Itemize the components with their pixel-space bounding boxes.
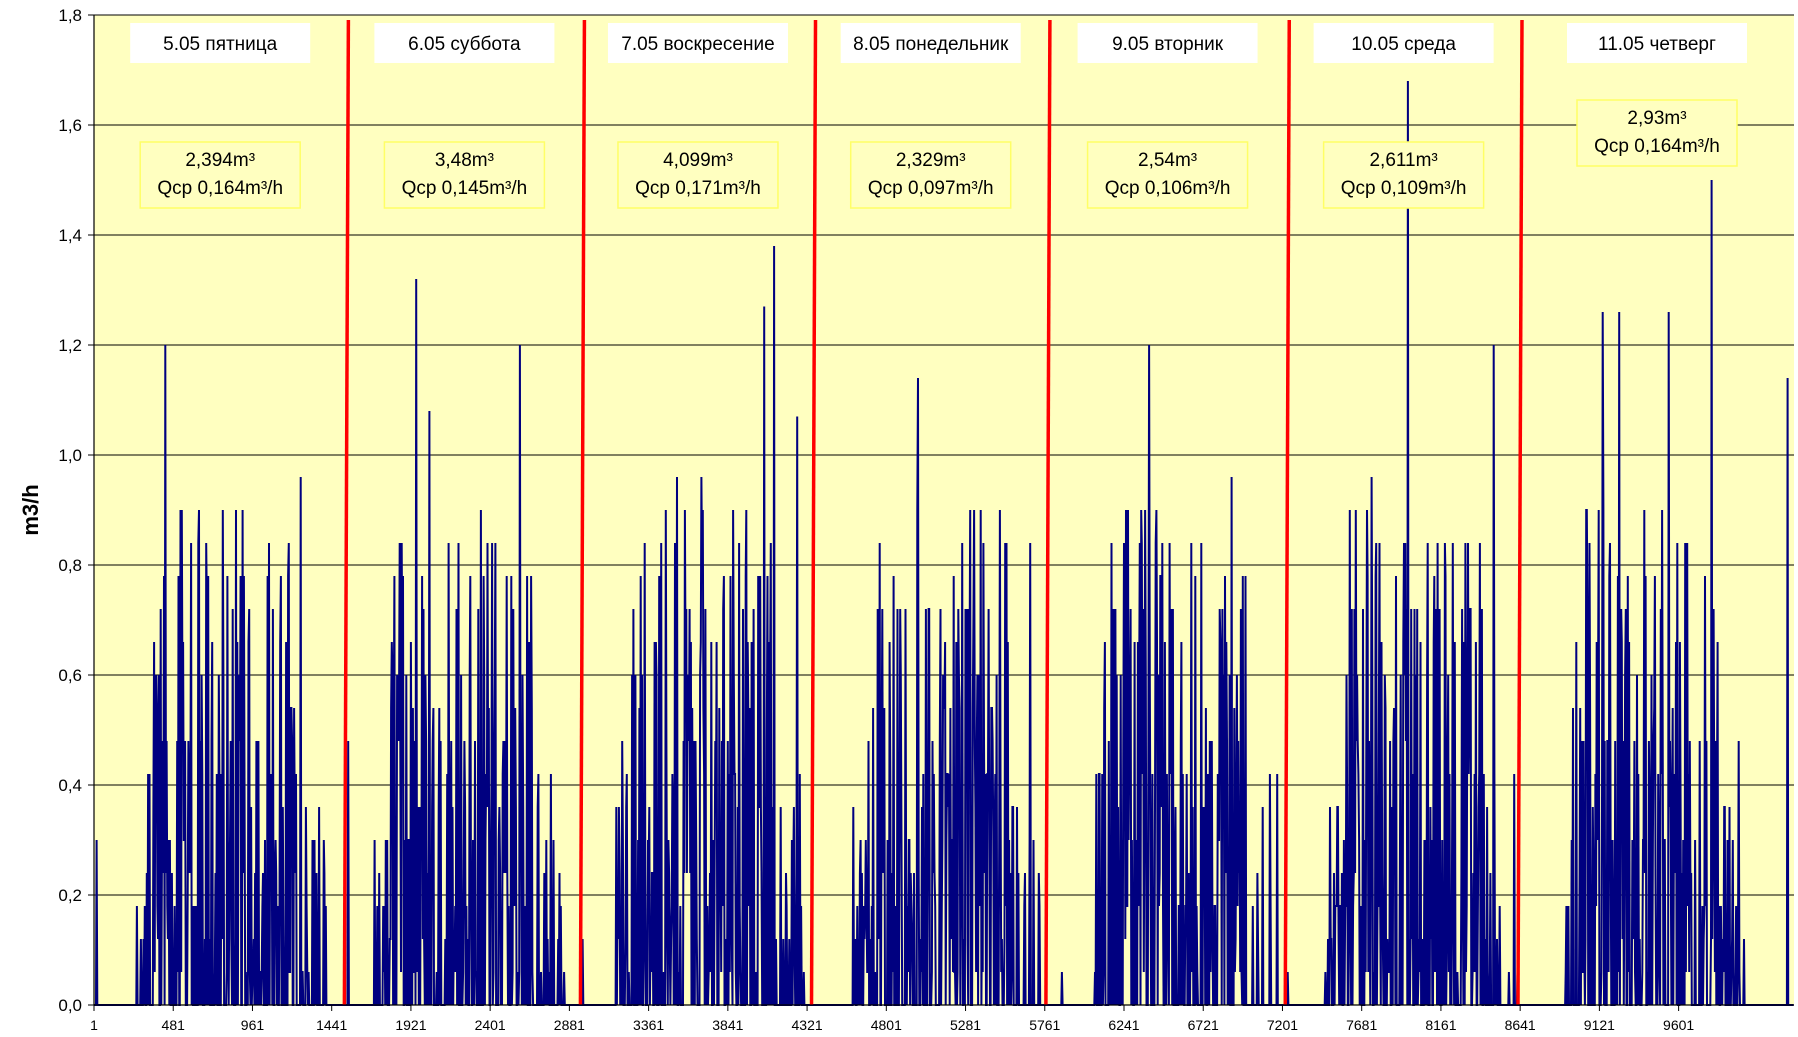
y-tick-label: 1,8 — [58, 6, 82, 25]
y-tick-label: 0,4 — [58, 776, 82, 795]
annotation-box — [1086, 141, 1249, 209]
day-label: 10.05 среда — [1351, 34, 1456, 55]
day-label-box — [840, 23, 1021, 63]
day-divider-line — [1516, 19, 1524, 1006]
axes — [93, 14, 1794, 1006]
day-label: 9.05 вторник — [1112, 34, 1224, 55]
day-label-box — [1313, 23, 1494, 63]
annotation-box — [849, 141, 1012, 209]
x-tick-label: 1 — [90, 1017, 98, 1033]
x-tick-label: 1441 — [316, 1017, 347, 1033]
y-tick-label: 1,6 — [58, 116, 82, 135]
x-tick-label: 6241 — [1108, 1017, 1139, 1033]
annotation-average-flow: Qср 0,097m³/h — [868, 178, 994, 199]
annotation-average-flow: Qср 0,109m³/h — [1341, 178, 1467, 199]
annotation-volume: 2,54m³ — [1138, 150, 1197, 171]
x-tick-label: 7681 — [1346, 1017, 1377, 1033]
day-label: 11.05 четверг — [1598, 34, 1716, 55]
annotation-average-flow: Qср 0,164m³/h — [1594, 136, 1720, 157]
annotation-volume: 3,48m³ — [435, 150, 494, 171]
x-tick-label: 481 — [162, 1017, 186, 1033]
day-label: 7.05 воскресение — [621, 34, 774, 55]
annotation-volume: 2,93m³ — [1627, 108, 1686, 129]
x-tick-label: 5281 — [950, 1017, 981, 1033]
annotation-volume: 2,394m³ — [185, 150, 255, 171]
annotation-average-flow: Qср 0,164m³/h — [157, 178, 283, 199]
day-label-box — [374, 23, 555, 63]
x-tick-label: 9121 — [1584, 1017, 1615, 1033]
y-axis-label: m3/h — [18, 484, 43, 535]
x-tick-label: 8641 — [1505, 1017, 1536, 1033]
x-tick-labels: 1 481 961 1441 1921 2401 2881 3361 3841 4321 4801 5… — [90, 1005, 1694, 1033]
day-label: 6.05 суббота — [408, 34, 521, 55]
x-tick-label: 1921 — [395, 1017, 426, 1033]
annotation-box — [1576, 99, 1738, 167]
x-tick-label: 4321 — [792, 1017, 823, 1033]
x-tick-label: 8161 — [1425, 1017, 1456, 1033]
annotation-box — [139, 141, 301, 209]
x-tick-label: 961 — [241, 1017, 265, 1033]
day-divider-line — [1044, 19, 1052, 1006]
annotation-box — [383, 141, 546, 209]
annotation-average-flow: Qср 0,145m³/h — [402, 178, 528, 199]
day-label-box — [1566, 23, 1747, 63]
day-divider-line — [1283, 19, 1292, 1006]
x-tick-label: 3361 — [633, 1017, 664, 1033]
y-tick-label: 1,2 — [58, 336, 82, 355]
y-tick-label: 0,0 — [58, 996, 82, 1015]
x-tick-label: 2881 — [554, 1017, 585, 1033]
x-tick-label: 4801 — [871, 1017, 902, 1033]
day-divider-line — [342, 19, 351, 1006]
day-label: 8.05 понедельник — [853, 34, 1009, 55]
volume-annotations: 2,394m³ Qср 0,164m³/h 3,48m³ Qср 0,145m³/h 4… — [139, 99, 1738, 209]
x-tick-label: 7201 — [1267, 1017, 1298, 1033]
day-divider-line — [578, 19, 587, 1006]
day-label-box — [1077, 23, 1258, 63]
day-label-box — [607, 23, 788, 63]
y-tick-label: 0,6 — [58, 666, 82, 685]
annotation-box — [1322, 141, 1485, 209]
y-tick-label: 1,0 — [58, 446, 82, 465]
day-label: 5.05 пятница — [163, 34, 278, 55]
x-tick-label: 2401 — [475, 1017, 506, 1033]
day-divider-line — [809, 19, 818, 1006]
day-labels: 5.05 пятница 6.05 суббота 7.05 воскресение… — [130, 23, 1747, 63]
annotation-average-flow: Qср 0,106m³/h — [1105, 178, 1231, 199]
annotation-volume: 2,329m³ — [896, 150, 966, 171]
annotation-average-flow: Qср 0,171m³/h — [635, 178, 761, 199]
y-tick-label: 0,2 — [58, 886, 82, 905]
y-tick-label: 0,8 — [58, 556, 82, 575]
x-tick-label: 5761 — [1029, 1017, 1060, 1033]
x-tick-label: 3841 — [712, 1017, 743, 1033]
day-dividers — [342, 19, 1524, 1006]
y-tick-label: 1,4 — [58, 226, 82, 245]
x-tick-label: 6721 — [1188, 1017, 1219, 1033]
y-tick-labels: 0,0 0,2 0,4 0,6 0,8 1,0 1,2 1,4 1,6 1,8 — [58, 6, 94, 1015]
day-label-box — [130, 23, 311, 63]
annotation-volume: 2,611m³ — [1369, 150, 1437, 171]
annotation-box — [617, 141, 779, 209]
x-tick-label: 9601 — [1663, 1017, 1694, 1033]
annotation-volume: 4,099m³ — [663, 150, 733, 171]
